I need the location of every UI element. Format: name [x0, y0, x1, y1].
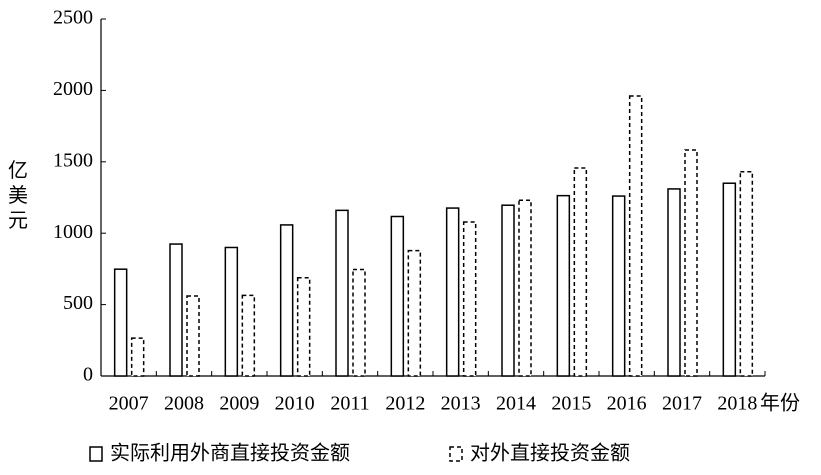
- bar: [501, 204, 515, 377]
- x-tick-label: 2017: [662, 393, 702, 415]
- x-tick-label: 2016: [607, 393, 647, 415]
- legend-swatch: [89, 446, 103, 462]
- bar: [169, 243, 183, 377]
- legend-label: 对外直接投资金额: [470, 442, 630, 465]
- bar: [739, 171, 754, 377]
- bar: [241, 294, 256, 377]
- x-tick-label: 2014: [496, 393, 536, 415]
- y-axis-label: 亿美元: [8, 159, 28, 232]
- bar: [113, 268, 128, 377]
- bar: [684, 149, 698, 377]
- y-tick-label: 2000: [53, 78, 93, 100]
- bar: [573, 167, 588, 377]
- bar: [611, 195, 626, 377]
- bar: [518, 199, 532, 377]
- bar: [667, 188, 681, 377]
- bar: [445, 207, 460, 377]
- bar: [335, 209, 349, 377]
- x-tick-label: 2009: [219, 393, 259, 415]
- bar: [130, 337, 145, 377]
- bar: [224, 246, 239, 377]
- legend-label: 实际利用外商直接投资金额: [110, 442, 350, 465]
- legend-swatch: [449, 446, 463, 462]
- x-tick-label: 2008: [164, 393, 204, 415]
- x-tick-label: 2013: [441, 393, 481, 415]
- x-tick-label: 2007: [109, 393, 149, 415]
- x-tick-label: 2012: [385, 393, 425, 415]
- y-tick-label: 2500: [53, 7, 93, 29]
- bar: [722, 182, 737, 377]
- y-tick-label: 1000: [53, 221, 93, 243]
- y-tick-label: 1500: [53, 149, 93, 171]
- bar: [279, 224, 294, 377]
- x-tick-label: 2018: [717, 393, 757, 415]
- bar: [556, 194, 571, 377]
- bar: [628, 95, 643, 377]
- y-tick-label: 500: [63, 292, 93, 314]
- x-axis-label: 年份: [760, 392, 800, 415]
- bar: [462, 221, 477, 377]
- bar: [407, 249, 422, 377]
- bar: [296, 277, 311, 377]
- bar: [390, 215, 405, 377]
- bar: [186, 295, 200, 377]
- y-tick-label: 0: [83, 364, 93, 386]
- bar: [352, 268, 366, 377]
- x-tick-label: 2010: [275, 393, 315, 415]
- x-tick-label: 2011: [330, 393, 369, 415]
- x-tick-label: 2015: [551, 393, 591, 415]
